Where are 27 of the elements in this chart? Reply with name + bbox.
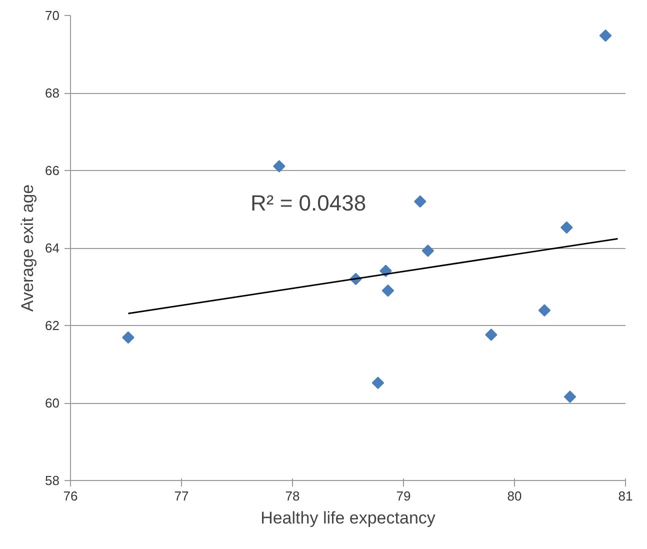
point: [414, 195, 426, 208]
x-tick-label: 80: [507, 488, 522, 504]
point: [372, 376, 384, 390]
x-tick-label: 78: [285, 488, 300, 504]
point: [382, 284, 394, 297]
y-tick-label: 66: [45, 163, 60, 178]
point: [122, 331, 134, 344]
y-tick-label: 62: [45, 318, 60, 333]
annotation: R² = 0.0438: [250, 190, 366, 216]
x-axis-title: Healthy life expectancy: [260, 508, 436, 528]
y-tick-label: 68: [45, 86, 60, 100]
point: [422, 244, 434, 257]
y-tick-label: 58: [45, 473, 60, 488]
y-tick-label: 70: [45, 8, 60, 23]
x-tick-label: 79: [396, 488, 411, 504]
y-tick-label: 60: [45, 396, 60, 410]
point: [485, 328, 498, 341]
point: [564, 390, 576, 403]
point: [273, 160, 286, 172]
x-tick-label: 77: [174, 488, 189, 504]
y-axis-title: Average exit age: [18, 184, 38, 312]
x-tick-label: 81: [618, 488, 633, 504]
point: [599, 29, 612, 42]
x-tick-label: 76: [63, 488, 78, 504]
y-tick-label: 64: [45, 240, 60, 256]
point: [538, 304, 551, 317]
point: [560, 221, 573, 234]
